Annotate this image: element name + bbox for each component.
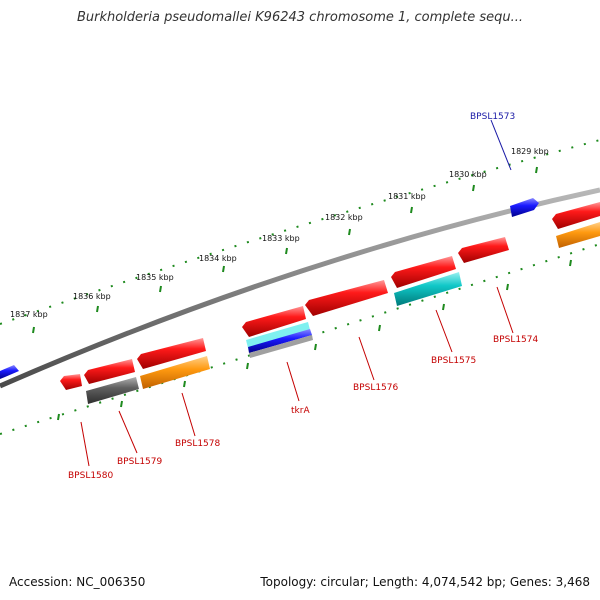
- major-tick: [410, 206, 413, 214]
- gene-labels: BPSL1573 BPSL1574 BPSL1575 BPSL1576 tkrA…: [68, 112, 539, 481]
- gene-label-bpsl1573[interactable]: BPSL1573: [470, 112, 515, 122]
- gene-label-bpsl1580[interactable]: BPSL1580: [68, 471, 114, 481]
- gene-feature[interactable]: [458, 237, 509, 263]
- major-tick: [32, 326, 35, 334]
- major-tick: [222, 265, 225, 273]
- gene-feature[interactable]: [249, 335, 313, 358]
- inner-tick-ring: [0, 243, 600, 435]
- major-tick: [314, 343, 317, 351]
- major-tick: [246, 362, 249, 370]
- kbp-label: 1835 kbp: [136, 273, 174, 282]
- chromosome-backbone: [0, 187, 600, 389]
- outer-tick-ring: [0, 139, 600, 334]
- major-tick: [506, 283, 509, 291]
- gene-feature[interactable]: [86, 377, 139, 404]
- major-tick: [348, 228, 351, 236]
- major-tick: [57, 413, 60, 421]
- feature-row-2: [86, 222, 600, 404]
- gene-label-bpsl1575[interactable]: BPSL1575: [431, 356, 476, 366]
- kbp-label: 1836 kbp: [73, 292, 111, 301]
- major-tick: [535, 166, 538, 174]
- kbp-label: 1837 kbp: [10, 310, 48, 319]
- gene-feature[interactable]: [140, 356, 210, 389]
- major-tick: [569, 259, 572, 267]
- reverse-strand-genes: [60, 202, 600, 390]
- major-tick: [159, 285, 162, 293]
- major-tick: [183, 380, 186, 388]
- gene-feature[interactable]: [0, 365, 19, 379]
- major-tick: [96, 305, 99, 313]
- gene-feature[interactable]: [60, 374, 82, 390]
- gene-feature[interactable]: [242, 306, 306, 337]
- gene-label-bpsl1578[interactable]: BPSL1578: [175, 439, 221, 449]
- kbp-label: 1834 kbp: [199, 254, 237, 263]
- major-tick: [472, 184, 475, 192]
- gene-feature[interactable]: [248, 329, 312, 353]
- map-title: Burkholderia pseudomallei K96243 chromos…: [76, 10, 524, 25]
- major-tick: [442, 303, 445, 311]
- major-tick: [120, 400, 123, 408]
- gene-label-bpsl1576[interactable]: BPSL1576: [353, 383, 399, 393]
- forward-strand-genes: [0, 198, 539, 379]
- kbp-label: 1833 kbp: [262, 234, 300, 243]
- kbp-label: 1831 kbp: [388, 192, 426, 201]
- kbp-labels: 1837 kbp 1836 kbp 1835 kbp 1834 kbp 1833…: [10, 147, 549, 319]
- kbp-label: 1832 kbp: [325, 213, 363, 222]
- gene-feature[interactable]: [391, 256, 456, 288]
- gene-feature[interactable]: [84, 359, 135, 384]
- kbp-label: 1829 kbp: [511, 147, 549, 156]
- kbp-label: 1830 kbp: [449, 170, 487, 179]
- gene-label-tkra[interactable]: tkrA: [291, 406, 310, 416]
- gene-feature[interactable]: [510, 198, 539, 217]
- major-tick: [285, 247, 288, 255]
- gene-feature[interactable]: [552, 202, 600, 229]
- gene-label-bpsl1579[interactable]: BPSL1579: [117, 457, 163, 467]
- gene-feature[interactable]: [305, 280, 388, 316]
- major-tick: [378, 324, 381, 332]
- gene-feature[interactable]: [246, 322, 310, 348]
- gene-feature[interactable]: [394, 272, 462, 306]
- accession-text: Accession: NC_006350: [9, 575, 146, 589]
- gene-feature[interactable]: [137, 338, 206, 369]
- genome-summary-text: Topology: circular; Length: 4,074,542 bp…: [260, 575, 590, 589]
- gene-feature[interactable]: [556, 222, 600, 248]
- label-leaders: [80, 119, 514, 467]
- gene-label-bpsl1574[interactable]: BPSL1574: [493, 335, 539, 345]
